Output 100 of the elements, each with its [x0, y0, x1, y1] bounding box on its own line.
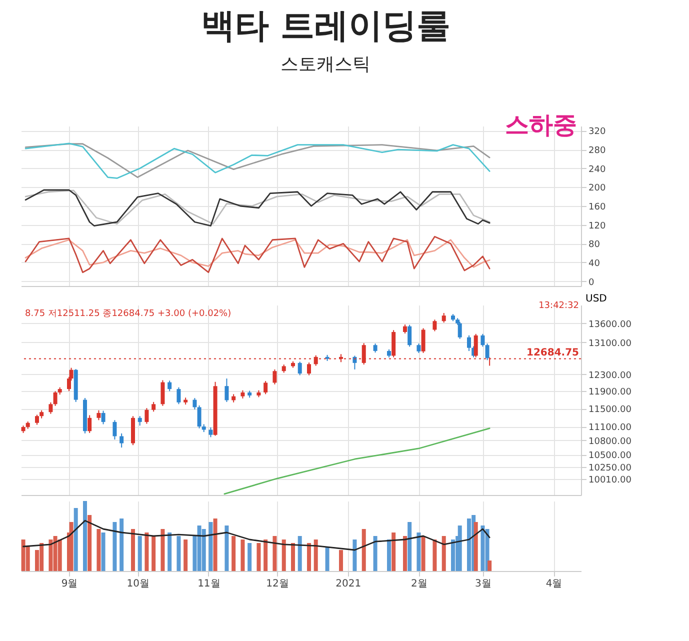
- bar: [131, 529, 135, 571]
- candlestick: [101, 410, 106, 425]
- y-tick-label: 10500.00: [588, 451, 632, 462]
- bar: [83, 501, 87, 571]
- candlestick: [88, 414, 92, 434]
- bar: [408, 522, 412, 571]
- bar: [58, 540, 62, 571]
- y-tick-label: 12300.00: [588, 370, 632, 381]
- candlestick: [138, 416, 142, 426]
- bar: [362, 529, 366, 571]
- bar: [272, 536, 277, 571]
- bar: [240, 540, 245, 571]
- bar: [458, 526, 462, 571]
- x-tick-label: 2월: [411, 578, 428, 590]
- candlestick: [208, 426, 213, 438]
- candlestick: [192, 398, 197, 410]
- candlestick: [144, 408, 149, 424]
- bar: [138, 536, 142, 571]
- bar: [421, 536, 426, 571]
- candlestick: [48, 402, 53, 414]
- x-tick-label: 9월: [61, 578, 78, 590]
- x-tick-label: 12월: [266, 578, 289, 590]
- candlestick: [160, 380, 165, 406]
- bar: [74, 508, 78, 571]
- y-tick-label: 10010.00: [588, 476, 632, 486]
- bar: [152, 536, 156, 571]
- bar: [416, 532, 421, 571]
- candlestick: [176, 386, 181, 405]
- ref-line-label: 12684.75: [526, 348, 580, 359]
- bar: [256, 543, 261, 571]
- bar: [96, 529, 101, 571]
- candlestick: [264, 380, 268, 395]
- candlestick: [120, 432, 124, 448]
- bar: [307, 543, 311, 571]
- bar: [168, 532, 172, 571]
- candlestick: [416, 343, 421, 354]
- y-tick-label: 240: [588, 164, 606, 175]
- bar: [298, 536, 302, 571]
- candlestick: [403, 324, 407, 334]
- y-tick-label: 120: [588, 221, 606, 232]
- bar: [291, 543, 295, 571]
- bar: [224, 526, 229, 571]
- candlestick: [485, 343, 490, 361]
- x-tick-label: 11월: [198, 578, 220, 590]
- bar: [120, 518, 124, 571]
- candlestick: [392, 330, 396, 358]
- bar: [184, 540, 188, 571]
- bar: [264, 540, 268, 571]
- bar: [314, 540, 318, 571]
- y-tick-label: 10800.00: [588, 436, 632, 447]
- y-tick-label: 0: [588, 278, 594, 288]
- line-series: [24, 239, 490, 268]
- y-tick-label: 80: [588, 240, 600, 250]
- candlestick: [307, 362, 311, 376]
- y-tick-label: 40: [588, 258, 600, 269]
- bar: [392, 532, 396, 571]
- bar: [69, 522, 74, 571]
- y-axis-title: USD: [586, 294, 608, 304]
- candlestick: [442, 312, 446, 324]
- y-tick-label: 320: [588, 127, 606, 138]
- y-tick-label: 160: [588, 202, 606, 212]
- candlestick: [467, 334, 471, 352]
- candlestick: [432, 319, 437, 332]
- y-tick-label: 200: [588, 184, 606, 194]
- bar: [387, 540, 391, 571]
- candlestick: [480, 333, 485, 348]
- y-tick-label: 11900.00: [588, 388, 632, 398]
- candlestick: [272, 368, 277, 385]
- bar: [101, 532, 106, 571]
- x-tick-label: 2021: [336, 578, 362, 590]
- y-tick-label: 10250.00: [588, 463, 632, 474]
- y-tick-label: 11500.00: [588, 405, 632, 416]
- bar: [352, 540, 357, 571]
- candlestick: [408, 324, 412, 348]
- bar: [160, 529, 165, 571]
- x-tick-label: 10월: [126, 578, 150, 590]
- bar: [176, 536, 181, 571]
- bar: [432, 540, 437, 571]
- bar: [88, 515, 92, 571]
- bar: [112, 522, 117, 571]
- y-tick-label: 280: [588, 146, 606, 156]
- bar: [248, 543, 252, 571]
- chart-subtitle: 스토캐스틱: [280, 54, 371, 75]
- annotation: 8.75 저12511.25 종12684.75 +3.00 (+0.02%): [25, 309, 232, 319]
- candlestick: [421, 328, 426, 354]
- bar: [474, 522, 478, 571]
- line-series: [224, 428, 490, 495]
- candlestick: [152, 401, 156, 412]
- candlestick: [197, 404, 202, 429]
- bar: [202, 529, 206, 571]
- candlestick: [373, 343, 378, 354]
- bar: [208, 522, 213, 571]
- bar: [213, 518, 218, 571]
- candlestick: [458, 321, 462, 340]
- candlestick: [35, 414, 39, 426]
- candlestick: [112, 420, 117, 440]
- bar: [232, 536, 236, 571]
- x-tick-label: 4월: [546, 578, 562, 590]
- bar: [451, 540, 455, 571]
- bar: [373, 536, 378, 571]
